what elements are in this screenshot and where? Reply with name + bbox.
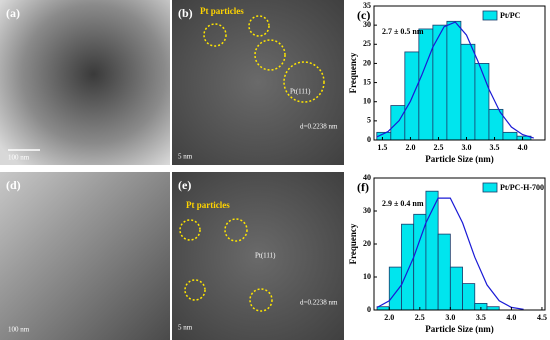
particle-circle (203, 23, 227, 47)
particle-circle (179, 219, 201, 241)
annotation: Pt particles (186, 200, 230, 210)
x-tick-label: 3.0 (462, 143, 472, 152)
bar (425, 190, 439, 311)
panel-d: (d) 100 nm (0, 172, 170, 340)
particle-circle (184, 279, 206, 301)
particle-circle (249, 288, 273, 312)
particle-circle (224, 218, 248, 242)
panel-label: (c) (357, 8, 370, 22)
x-tick-label: 4.5 (537, 313, 547, 322)
x-tick-label: 4.0 (518, 143, 528, 152)
particle-circle (283, 61, 325, 103)
y-tick-label: 0 (367, 135, 371, 144)
x-tick-label: 1.5 (377, 143, 387, 152)
bar (446, 20, 462, 141)
y-tick-label: 25 (363, 39, 371, 48)
x-tick-label: 2.0 (405, 143, 415, 152)
x-axis-label: Particle Size (nm) (425, 154, 493, 164)
y-tick-label: 30 (363, 206, 371, 215)
y-tick-label: 5 (367, 116, 371, 125)
legend-label: Pt/PC-H-700 (500, 183, 544, 192)
tem-image (172, 0, 344, 165)
panel-label: (b) (178, 6, 193, 20)
y-tick-label: 20 (363, 239, 371, 248)
scale-label: 5 nm (178, 153, 193, 161)
x-tick-label: 2.0 (384, 313, 394, 322)
y-tick-label: 20 (363, 58, 371, 67)
annotation: Pt(111) (255, 252, 276, 260)
bar (474, 63, 490, 141)
x-tick-label: 3.0 (445, 313, 455, 322)
bar (418, 28, 434, 141)
panel-label: (d) (6, 178, 21, 192)
y-tick-label: 35 (363, 1, 371, 10)
panel-label: (e) (178, 178, 191, 192)
tem-image (0, 0, 170, 165)
annotation: d=0.2238 nm (300, 299, 338, 307)
bar (449, 266, 463, 311)
y-axis-label: Frequency (348, 52, 358, 93)
panel-a: (a) 100 nm (0, 0, 170, 165)
panel-label: (f) (357, 180, 369, 194)
bar (462, 283, 476, 311)
panel-e: (e) Pt particles Pt(111) d=0.2238 nm 5 n… (172, 172, 344, 340)
scale-label: 5 nm (178, 324, 193, 332)
scale-label: 100 nm (8, 154, 30, 162)
legend-swatch (482, 182, 498, 193)
bar (388, 266, 402, 311)
legend-swatch (482, 10, 498, 21)
y-tick-label: 30 (363, 20, 371, 29)
panel-b: (b) Pt particles Pt(111) d=0.2238 nm 5 n… (172, 0, 344, 165)
fit-curve (376, 21, 534, 139)
x-axis-label: Particle Size (nm) (425, 324, 493, 334)
x-tick-label: 4.0 (506, 313, 516, 322)
y-tick-label: 40 (363, 173, 371, 182)
y-tick-label: 15 (363, 77, 371, 86)
bar (437, 233, 451, 311)
annotation: 2.7 ± 0.5 nm (382, 27, 424, 36)
bar (404, 51, 420, 141)
x-tick-label: 3.5 (476, 313, 486, 322)
panel-label: (a) (6, 6, 20, 20)
particle-circle (248, 15, 270, 37)
particle-circle (254, 39, 286, 71)
scale-label: 100 nm (8, 326, 30, 334)
bar (502, 131, 518, 141)
annotation: d=0.2238 nm (300, 123, 338, 131)
annotation: Pt(111) (290, 88, 311, 96)
legend-label: Pt/PC (500, 11, 521, 20)
annotation: 2.9 ± 0.4 nm (382, 199, 424, 208)
y-tick-label: 0 (367, 305, 371, 314)
y-axis-label: Frequency (348, 223, 358, 264)
fit-curve (376, 197, 524, 310)
y-tick-label: 10 (363, 272, 371, 281)
tem-image (0, 172, 170, 340)
bar (401, 223, 415, 311)
bar (390, 105, 406, 141)
annotation: Pt particles (200, 6, 244, 16)
x-tick-label: 3.5 (490, 143, 500, 152)
x-tick-label: 2.5 (433, 143, 443, 152)
y-tick-label: 10 (363, 97, 371, 106)
tem-image (172, 172, 344, 340)
x-tick-label: 2.5 (415, 313, 425, 322)
bar (460, 43, 476, 141)
plot-frame (373, 5, 546, 141)
